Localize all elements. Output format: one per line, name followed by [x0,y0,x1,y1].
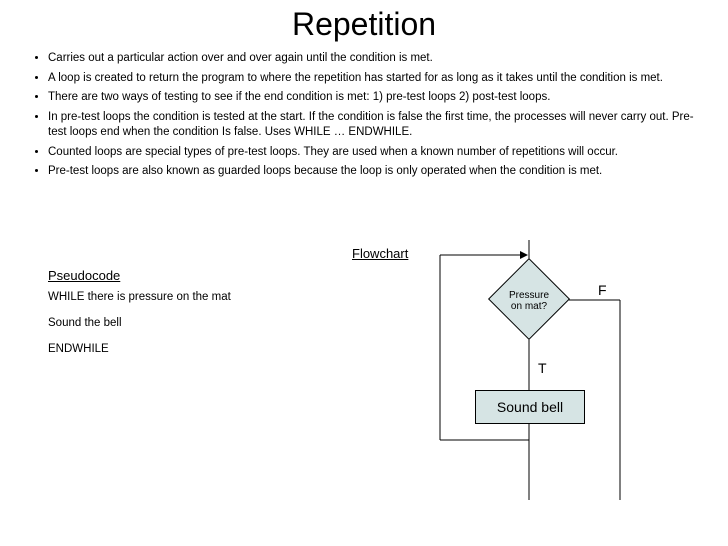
pseudocode-heading: Pseudocode [48,268,308,283]
bullet-item: A loop is created to return the program … [48,71,710,87]
process-node: Sound bell [475,390,585,424]
bullet-item: There are two ways of testing to see if … [48,90,710,106]
decision-line2: on mat? [511,301,547,312]
bullet-item: In pre-test loops the condition is teste… [48,110,710,141]
flowchart-heading: Flowchart [352,246,408,261]
decision-text: Pressure on mat? [500,290,558,312]
bullet-item: Pre-test loops are also known as guarded… [48,164,710,180]
bullet-item: Carries out a particular action over and… [48,51,710,67]
bullet-item: Counted loops are special types of pre-t… [48,145,710,161]
process-text: Sound bell [497,399,563,415]
bullet-list: Carries out a particular action over and… [48,51,710,180]
pseudocode-section: Pseudocode WHILE there is pressure on th… [48,268,308,369]
true-label: T [538,360,547,376]
flowchart-diagram: Pressure on mat? Sound bell F T [420,240,700,540]
page-title: Repetition [0,0,728,51]
pseudocode-line: ENDWHILE [48,343,308,355]
pseudocode-line: WHILE there is pressure on the mat [48,291,308,303]
false-label: F [598,282,607,298]
decision-line1: Pressure [509,290,549,301]
pseudocode-line: Sound the bell [48,317,308,329]
